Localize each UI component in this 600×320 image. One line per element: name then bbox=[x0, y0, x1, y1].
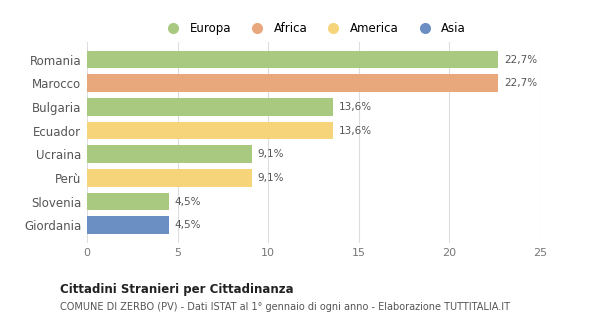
Bar bbox=[87, 193, 169, 210]
Bar bbox=[87, 216, 169, 234]
Bar bbox=[87, 75, 499, 92]
Bar bbox=[87, 122, 334, 140]
Text: 4,5%: 4,5% bbox=[174, 220, 200, 230]
Bar bbox=[87, 51, 499, 68]
Text: 9,1%: 9,1% bbox=[257, 149, 284, 159]
Text: 13,6%: 13,6% bbox=[339, 125, 372, 136]
Text: 22,7%: 22,7% bbox=[504, 78, 537, 88]
Legend: Europa, Africa, America, Asia: Europa, Africa, America, Asia bbox=[157, 17, 470, 40]
Text: COMUNE DI ZERBO (PV) - Dati ISTAT al 1° gennaio di ogni anno - Elaborazione TUTT: COMUNE DI ZERBO (PV) - Dati ISTAT al 1° … bbox=[60, 302, 510, 312]
Bar bbox=[87, 145, 252, 163]
Text: 4,5%: 4,5% bbox=[174, 196, 200, 206]
Bar bbox=[87, 98, 334, 116]
Text: Cittadini Stranieri per Cittadinanza: Cittadini Stranieri per Cittadinanza bbox=[60, 283, 293, 296]
Text: 22,7%: 22,7% bbox=[504, 55, 537, 65]
Text: 9,1%: 9,1% bbox=[257, 173, 284, 183]
Bar bbox=[87, 169, 252, 187]
Text: 13,6%: 13,6% bbox=[339, 102, 372, 112]
